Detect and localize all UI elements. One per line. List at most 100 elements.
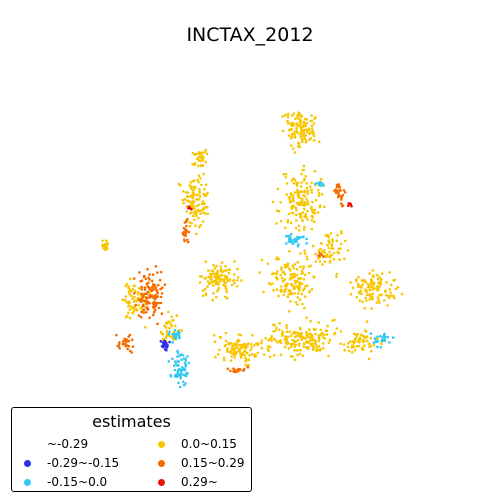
map-point [190,222,194,225]
map-point [186,199,189,203]
map-point [320,177,323,181]
map-point [376,340,380,343]
map-point [193,212,196,215]
map-point [131,306,134,310]
map-point [183,198,187,201]
map-point [260,346,264,350]
map-point [200,158,204,161]
map-point [297,285,301,288]
map-point [314,260,318,263]
map-point [386,304,389,307]
map-point [304,128,308,132]
map-point [190,194,193,197]
map-point [290,135,294,138]
map-point [339,342,342,346]
map-point [249,348,252,352]
map-point [301,235,305,239]
map-point [310,119,314,123]
map-point [277,209,281,213]
map-point [331,240,335,243]
map-point [286,219,290,222]
map-point [297,331,300,335]
map-point [233,260,236,263]
map-point [188,221,191,224]
map-point [309,332,312,336]
map-point [253,344,256,347]
map-point [340,230,343,233]
map-point [138,298,141,302]
map-point [180,371,183,374]
map-point [231,352,235,356]
map-point [300,172,303,176]
map-point [325,333,329,336]
map-point [211,272,215,276]
map-point [190,201,193,204]
map-point [134,299,138,302]
map-point [162,343,165,346]
map-point [372,341,376,345]
map-point [197,174,201,177]
map-point [293,348,296,352]
map-point [213,340,217,344]
map-point [144,277,148,281]
map-point [184,234,187,237]
map-point [325,329,329,333]
map-point [299,203,303,206]
map-point [206,280,210,283]
map-point [289,334,293,338]
map-point [284,173,288,176]
map-point [133,284,136,288]
map-point [293,136,297,139]
map-point [294,331,297,334]
map-point [128,277,132,281]
map-point [292,132,295,136]
map-point [343,348,347,352]
map-point [276,270,279,273]
map-point [305,330,308,334]
map-point [302,123,306,127]
map-point [364,296,367,300]
map-point [317,345,321,348]
map-point [142,299,146,303]
map-point [310,181,314,185]
map-point [280,289,283,293]
map-point [176,349,179,353]
map-point [292,267,296,270]
map-point [236,279,239,282]
map-point [175,314,179,317]
map-point [365,320,369,323]
map-point [283,113,287,117]
map-point [156,271,159,274]
map-point [358,299,362,303]
map-point [299,121,303,125]
map-point [245,351,249,355]
map-point [285,324,288,327]
map-point [396,285,400,289]
map-point [152,311,156,314]
map-point [244,363,247,367]
map-point [293,335,297,339]
map-point [302,267,305,270]
map-point [361,300,365,304]
map-point [351,343,354,347]
map-point [291,292,294,296]
map-point [342,343,346,346]
map-point [222,280,226,284]
map-point [293,151,297,154]
map-point [286,335,290,339]
map-point [295,219,298,222]
map-point [298,277,302,281]
map-point [299,252,302,255]
map-point [130,338,134,342]
map-point [254,354,258,358]
map-point [294,282,297,285]
map-point [115,333,118,337]
map-point [230,346,234,350]
map-point [225,268,228,272]
map-point [295,285,298,288]
map-point [313,220,316,224]
map-point [213,267,216,270]
map-point [151,273,155,277]
map-point [142,311,146,314]
map-point [278,328,281,332]
